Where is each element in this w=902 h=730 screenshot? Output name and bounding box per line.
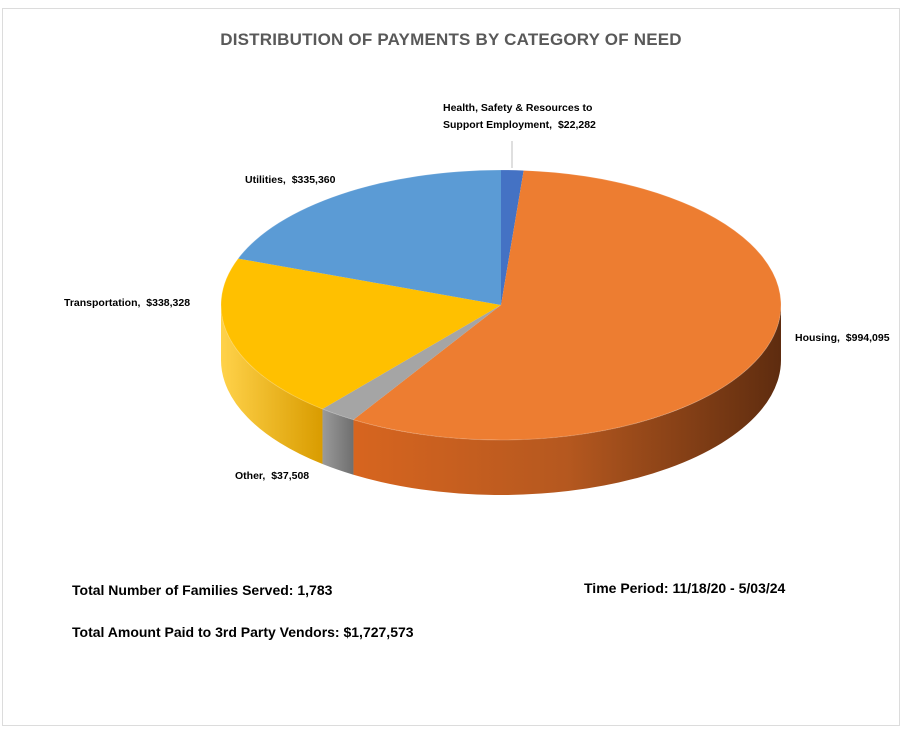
label-health: Health, Safety & Resources to Support Em… [443,100,596,134]
slice-housing [353,170,781,440]
slice-transportation [220,258,501,409]
families-value: 1,783 [297,582,333,598]
slice-side-transportation [221,305,323,464]
label-housing-value: $994,095 [845,332,890,344]
label-transportation-value: $338,328 [146,297,191,309]
slice-side-other [322,408,354,475]
period-value: 11/18/20 - 5/03/24 [672,580,786,596]
label-utilities-value: $335,360 [291,174,336,186]
label-other: Other, $37,508 [235,468,309,485]
slice-side-housing [353,305,781,495]
label-other-name: Other, [235,470,266,482]
label-transportation-name: Transportation, [64,297,141,309]
period-label: Time Period: [584,580,669,596]
vendors-value: $1,727,573 [343,624,414,640]
slice-other [322,305,501,420]
families-served: Total Number of Families Served: 1,783 [72,582,332,598]
label-utilities: Utilities, $335,360 [245,172,335,189]
chart-title: DISTRIBUTION OF PAYMENTS BY CATEGORY OF … [220,30,682,49]
vendors-label: Total Amount Paid to 3rd Party Vendors: [72,624,340,640]
label-utilities-name: Utilities, [245,174,286,186]
families-label: Total Number of Families Served: [72,582,294,598]
slice-utilities [238,170,501,305]
vendors-total: Total Amount Paid to 3rd Party Vendors: … [72,624,414,640]
chart-frame [2,8,900,726]
label-transportation: Transportation, $338,328 [64,295,190,312]
pie-rim [220,169,782,441]
label-housing-name: Housing, [795,332,840,344]
label-housing: Housing, $994,095 [795,330,890,347]
label-health-line1: Health, Safety & Resources to [443,102,593,114]
label-health-value: $22,282 [557,119,596,131]
slice-health [501,170,524,305]
label-other-value: $37,508 [271,470,310,482]
time-period: Time Period: 11/18/20 - 5/03/24 [584,580,785,596]
label-health-line2: Support Employment, [443,119,553,131]
